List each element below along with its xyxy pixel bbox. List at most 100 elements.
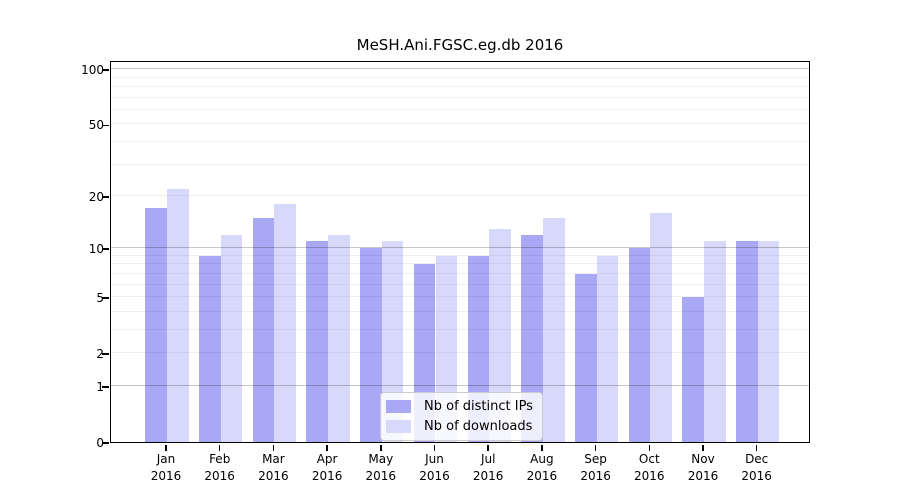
- x-tick-mark-sep: [594, 444, 597, 451]
- x-tick-label-jan: Jan 2016: [134, 451, 198, 484]
- y-tick-label-20: 20: [88, 189, 104, 204]
- y-tick-label-0: 0: [96, 436, 104, 450]
- x-tick-month-feb: Feb: [209, 452, 231, 466]
- x-tick-year-oct: 2016: [634, 468, 665, 483]
- x-tick-year-jan: 2016: [150, 468, 182, 483]
- gridline-minor-30: [111, 163, 809, 165]
- x-tick-mark-dec: [755, 444, 758, 451]
- x-tick-label-may: May 2016: [349, 451, 413, 484]
- gridline-minor-3: [111, 328, 809, 330]
- y-tick-label-10: 10: [88, 242, 104, 257]
- y-tick-mark-2: [102, 353, 109, 355]
- bar-jul-downloads: [489, 228, 511, 442]
- x-tick-month-jul: Jul: [480, 452, 496, 466]
- x-tick-month-sep: Sep: [584, 452, 607, 466]
- gridline-minor-90: [111, 76, 809, 78]
- x-tick-mark-oct: [648, 444, 651, 451]
- bar-apr-downloads: [328, 234, 350, 442]
- x-tick-year-jun: 2016: [419, 468, 450, 483]
- x-tick-mark-jul: [487, 444, 489, 451]
- gridline-minor-20: [111, 195, 809, 196]
- bar-nov-distinct-ips: [682, 297, 704, 442]
- legend-label-distinct-ips: Nb of distinct IPs: [424, 399, 533, 414]
- bar-jan-downloads: [167, 188, 189, 442]
- x-tick-label-aug: Aug 2016: [510, 451, 574, 484]
- x-tick-month-dec: Dec: [745, 452, 769, 466]
- x-tick-month-apr: Apr: [316, 452, 338, 466]
- x-tick-mark-feb: [218, 444, 221, 451]
- gridline-minor-6: [111, 283, 809, 285]
- gridline-minor-40: [111, 140, 809, 142]
- bar-feb-downloads: [220, 234, 243, 442]
- y-tick-label-5: 5: [96, 291, 104, 306]
- plot-canvas: [111, 62, 809, 442]
- x-tick-month-oct: Oct: [638, 452, 660, 466]
- bar-feb-distinct-ips: [199, 255, 221, 442]
- gridline-major-1: [111, 385, 809, 386]
- x-tick-month-aug: Aug: [530, 452, 554, 466]
- bar-aug-distinct-ips: [521, 234, 543, 442]
- bar-mar-downloads: [274, 204, 297, 442]
- gridline-minor-70: [111, 96, 809, 98]
- y-tick-mark-100: [102, 69, 109, 71]
- y-tick-mark-20: [102, 196, 109, 198]
- y-tick-mark-10: [102, 248, 109, 250]
- x-tick-year-dec: 2016: [741, 468, 772, 483]
- y-tick-mark-0: [102, 442, 109, 444]
- x-tick-mark-aug: [541, 444, 543, 451]
- x-tick-year-apr: 2016: [311, 468, 343, 483]
- bar-jan-distinct-ips: [145, 208, 167, 442]
- x-tick-year-aug: 2016: [526, 468, 558, 483]
- bar-may-downloads: [381, 241, 404, 442]
- gridline-minor-9: [111, 254, 809, 256]
- x-tick-month-mar: Mar: [262, 452, 285, 466]
- bar-oct-downloads: [650, 213, 672, 442]
- y-tick-label-50: 50: [88, 118, 104, 133]
- bar-oct-distinct-ips: [628, 248, 651, 442]
- x-tick-month-jan: Jan: [156, 452, 176, 466]
- bar-dec-downloads: [757, 241, 780, 442]
- legend-swatch-downloads: [386, 420, 411, 433]
- y-tick-mark-1: [102, 386, 109, 388]
- x-tick-label-jul: Jul 2016: [456, 451, 520, 484]
- x-tick-mark-jan: [165, 444, 167, 451]
- bar-may-distinct-ips: [360, 248, 382, 442]
- x-tick-year-sep: 2016: [580, 468, 611, 483]
- gridline-minor-50: [111, 123, 809, 125]
- bar-sep-downloads: [596, 255, 619, 442]
- y-tick-label-1: 1: [96, 379, 104, 394]
- x-tick-year-nov: 2016: [687, 468, 719, 483]
- gridline-major-100: [111, 68, 809, 70]
- x-tick-label-mar: Mar 2016: [241, 451, 305, 484]
- gridline-major-10: [111, 247, 809, 249]
- x-tick-year-mar: 2016: [258, 468, 289, 483]
- x-tick-year-may: 2016: [365, 468, 397, 483]
- gridline-minor-5: [111, 296, 809, 298]
- legend-item-distinct-ips: Nb of distinct IPs: [386, 398, 533, 415]
- x-tick-mark-nov: [702, 444, 704, 451]
- x-tick-label-feb: Feb 2016: [188, 451, 252, 484]
- bar-aug-downloads: [542, 217, 565, 442]
- chart-title: MeSH.Ani.FGSC.eg.db 2016: [356, 36, 564, 54]
- x-tick-mark-jun: [433, 444, 436, 451]
- x-tick-label-dec: Dec 2016: [725, 451, 789, 484]
- x-tick-month-may: May: [368, 452, 394, 466]
- y-tick-mark-5: [102, 297, 109, 299]
- x-tick-label-nov: Nov 2016: [671, 451, 735, 484]
- x-tick-label-apr: Apr 2016: [295, 451, 359, 484]
- bar-dec-distinct-ips: [736, 241, 758, 442]
- x-tick-mark-mar: [272, 444, 275, 451]
- x-tick-label-oct: Oct 2016: [617, 451, 681, 484]
- x-tick-mark-apr: [326, 444, 328, 451]
- x-tick-month-jun: Jun: [425, 452, 444, 466]
- gridline-minor-4: [111, 310, 809, 312]
- bar-nov-downloads: [704, 241, 726, 442]
- x-tick-year-feb: 2016: [204, 468, 235, 483]
- gridline-minor-2: [111, 352, 809, 354]
- x-tick-month-nov: Nov: [691, 452, 715, 466]
- x-tick-label-jun: Jun 2016: [403, 451, 467, 484]
- x-tick-label-sep: Sep 2016: [564, 451, 628, 484]
- legend-label-downloads: Nb of downloads: [424, 419, 533, 434]
- bar-sep-distinct-ips: [574, 273, 597, 442]
